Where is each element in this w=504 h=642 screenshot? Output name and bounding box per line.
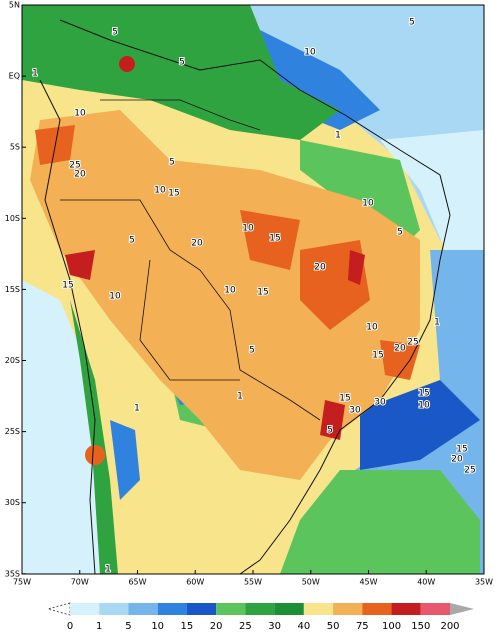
contour-label: 15 — [418, 389, 429, 399]
legend-swatch — [245, 603, 275, 615]
legend-level: 0 — [67, 621, 73, 632]
contour-label: 20 — [74, 170, 86, 180]
lon-label: 50W — [302, 578, 320, 587]
legend-swatch — [186, 603, 217, 615]
legend-level: 40 — [297, 621, 310, 632]
contour-label: 10 — [242, 224, 254, 234]
contour-label: 1 — [32, 69, 38, 79]
legend-level: 30 — [268, 621, 281, 632]
lat-label: 10S — [5, 214, 20, 223]
contour-label: 5 — [179, 58, 185, 68]
legend-swatch — [420, 603, 450, 615]
lat-label: 5N — [9, 1, 20, 10]
contour-label: 10 — [109, 292, 121, 302]
contour-label: 5 — [409, 18, 415, 28]
contour-label: 15 — [456, 445, 467, 455]
contour-label: 15 — [257, 288, 268, 298]
contour-label: 15 — [339, 394, 350, 404]
lon-label: 65W — [128, 578, 146, 587]
contour-label: 10 — [304, 48, 316, 58]
contour-label: 10 — [418, 401, 430, 411]
legend-level: 10 — [151, 621, 164, 632]
contour-label: 10 — [74, 109, 86, 119]
legend-swatch — [274, 603, 304, 615]
contour-label: 1 — [434, 318, 440, 328]
contour-label: 10 — [366, 323, 378, 333]
contour-label: 5 — [327, 426, 333, 436]
contour-label: 30 — [349, 406, 361, 416]
legend-swatch — [333, 603, 363, 615]
lat-label: EQ — [9, 72, 20, 81]
legend-under-arrow — [46, 602, 71, 616]
legend-swatch — [362, 603, 392, 615]
contour-label: 5 — [397, 228, 403, 238]
legend-over-arrow — [450, 603, 474, 615]
contour-label: 25 — [69, 161, 80, 171]
lon-label: 70W — [71, 578, 89, 587]
map-field — [22, 5, 484, 574]
legend-level: 20 — [210, 621, 223, 632]
legend-level: 15 — [181, 621, 194, 632]
lon-label: 60W — [186, 578, 204, 587]
contour-label: 20 — [451, 455, 463, 465]
lon-label: 55W — [244, 578, 262, 587]
contour-label: 15 — [62, 281, 73, 291]
legend-level: 5 — [125, 621, 131, 632]
lon-label: 45W — [359, 578, 377, 587]
contour-label: 5 — [129, 236, 135, 246]
lat-label: 25S — [5, 427, 20, 436]
legend-swatch — [157, 603, 187, 615]
legend-level: 75 — [356, 621, 369, 632]
contour-label: 1 — [335, 131, 341, 141]
legend-swatch — [391, 603, 421, 615]
lat-label: 35S — [5, 569, 20, 578]
contour-label: 5 — [249, 346, 255, 356]
contour-label: 10 — [362, 199, 374, 209]
contour-label: 5 — [169, 158, 175, 168]
contour-label: 20 — [191, 239, 203, 249]
contour-label: 5 — [112, 28, 118, 38]
legend-swatch — [99, 603, 129, 615]
lat-label: 5S — [10, 143, 20, 152]
contour-label: 30 — [374, 398, 386, 408]
contour-label: 1 — [237, 392, 243, 402]
contour-label: 15 — [168, 189, 179, 199]
lat-label: 15S — [5, 285, 20, 294]
contour-label: 1 — [105, 565, 111, 575]
legend-level: 150 — [411, 621, 430, 632]
contour-label: 25 — [407, 338, 418, 348]
contour-label: 15 — [372, 351, 383, 361]
contour-label: 20 — [394, 344, 406, 354]
lon-label: 40W — [417, 578, 435, 587]
legend-level: 50 — [327, 621, 340, 632]
legend-swatch — [216, 603, 246, 615]
legend-swatch — [128, 603, 158, 615]
contour-label: 1 — [134, 404, 140, 414]
lat-label: 20S — [5, 356, 20, 365]
legend-level: 100 — [382, 621, 401, 632]
legend-level: 1 — [96, 621, 102, 632]
legend-swatch — [303, 603, 334, 615]
lat-label: 30S — [5, 498, 20, 507]
contour-label: 10 — [224, 286, 236, 296]
contour-label: 15 — [269, 234, 280, 244]
contour-label: 20 — [314, 263, 326, 273]
legend-swatch — [70, 603, 100, 615]
legend-level: 200 — [440, 621, 459, 632]
lon-label: 75W — [13, 578, 31, 587]
contour-label: 10 — [154, 186, 166, 196]
lon-label: 35W — [475, 578, 493, 587]
legend-level: 25 — [239, 621, 252, 632]
contour-label: 25 — [464, 466, 475, 476]
